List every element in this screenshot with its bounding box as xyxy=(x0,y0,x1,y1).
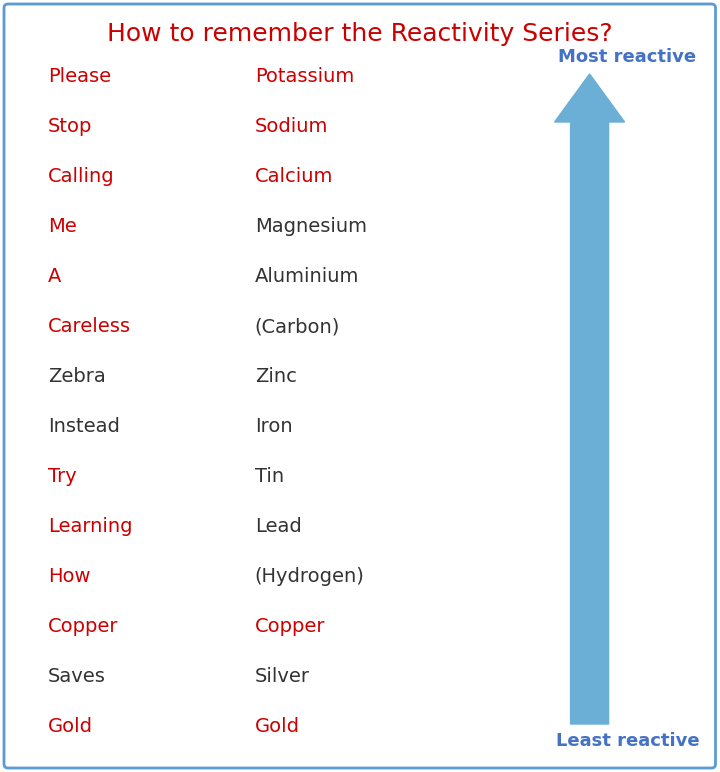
Text: Lead: Lead xyxy=(255,517,302,537)
Text: Silver: Silver xyxy=(255,668,310,686)
Text: Calling: Calling xyxy=(48,168,114,187)
Text: Copper: Copper xyxy=(255,618,325,636)
Text: Stop: Stop xyxy=(48,117,92,137)
Text: Sodium: Sodium xyxy=(255,117,328,137)
Text: Try: Try xyxy=(48,468,77,486)
Text: Iron: Iron xyxy=(255,418,292,436)
Text: Gold: Gold xyxy=(48,717,93,736)
Polygon shape xyxy=(554,74,624,724)
Text: Aluminium: Aluminium xyxy=(255,268,359,286)
Text: (Hydrogen): (Hydrogen) xyxy=(255,567,365,587)
Text: How: How xyxy=(48,567,91,587)
Text: Please: Please xyxy=(48,67,111,86)
Text: Learning: Learning xyxy=(48,517,132,537)
Text: Most reactive: Most reactive xyxy=(559,48,697,66)
Text: Potassium: Potassium xyxy=(255,67,354,86)
Text: Careless: Careless xyxy=(48,317,131,337)
Text: Copper: Copper xyxy=(48,618,119,636)
Text: Instead: Instead xyxy=(48,418,120,436)
FancyBboxPatch shape xyxy=(4,4,716,768)
Text: Me: Me xyxy=(48,218,77,236)
Text: Saves: Saves xyxy=(48,668,106,686)
Text: Zinc: Zinc xyxy=(255,367,297,387)
Text: A: A xyxy=(48,268,61,286)
Text: Zebra: Zebra xyxy=(48,367,106,387)
Text: Gold: Gold xyxy=(255,717,300,736)
Text: Least reactive: Least reactive xyxy=(556,732,699,750)
Text: Calcium: Calcium xyxy=(255,168,333,187)
Text: Tin: Tin xyxy=(255,468,284,486)
Text: (Carbon): (Carbon) xyxy=(255,317,340,337)
Text: How to remember the Reactivity Series?: How to remember the Reactivity Series? xyxy=(107,22,613,46)
Text: Magnesium: Magnesium xyxy=(255,218,366,236)
